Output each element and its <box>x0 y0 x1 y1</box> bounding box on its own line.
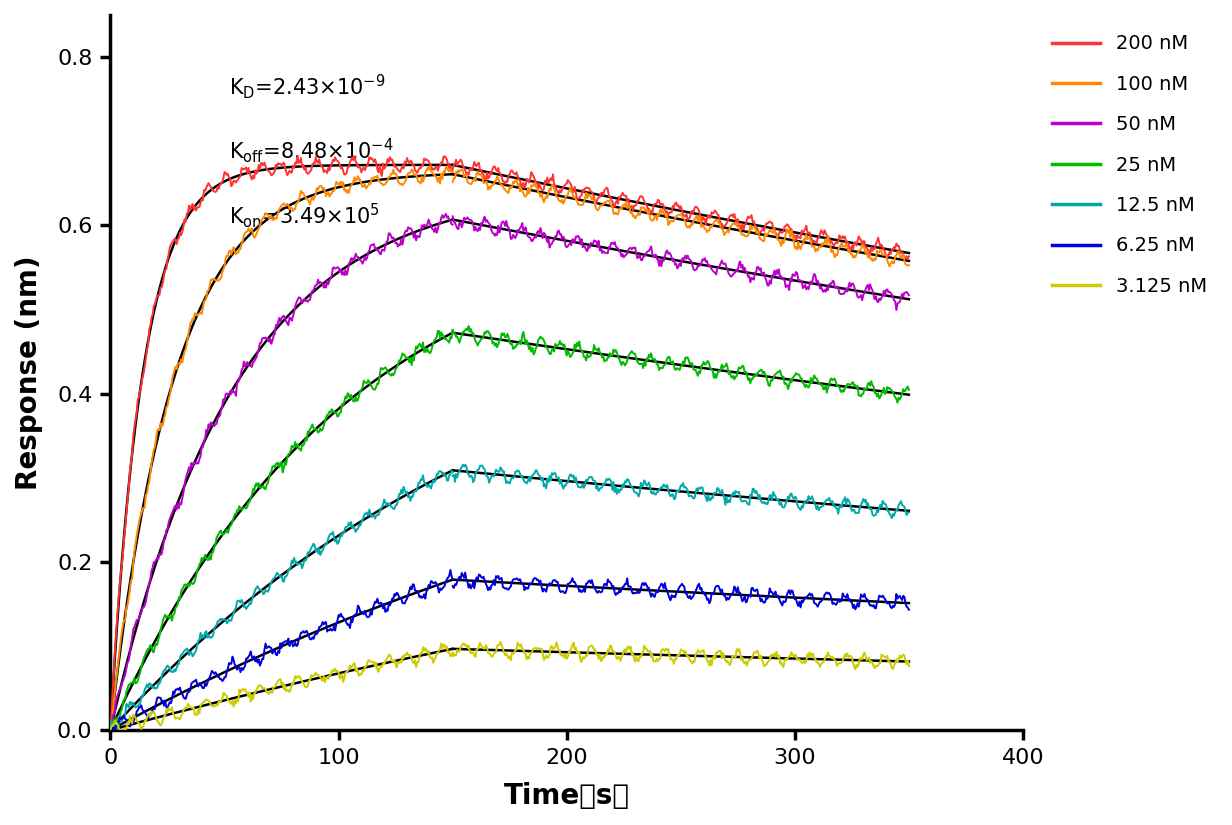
Text: K$_\mathrm{D}$=2.43×10$^{-9}$: K$_\mathrm{D}$=2.43×10$^{-9}$ <box>229 73 386 101</box>
Text: K$_\mathrm{on}$=3.49×10$^{5}$: K$_\mathrm{on}$=3.49×10$^{5}$ <box>229 201 379 229</box>
Text: K$_\mathrm{off}$=8.48×10$^{-4}$: K$_\mathrm{off}$=8.48×10$^{-4}$ <box>229 137 394 165</box>
X-axis label: Time（s）: Time（s） <box>504 782 630 810</box>
Legend: 200 nM, 100 nM, 50 nM, 25 nM, 12.5 nM, 6.25 nM, 3.125 nM: 200 nM, 100 nM, 50 nM, 25 nM, 12.5 nM, 6… <box>1042 25 1216 305</box>
Y-axis label: Response (nm): Response (nm) <box>15 255 43 490</box>
